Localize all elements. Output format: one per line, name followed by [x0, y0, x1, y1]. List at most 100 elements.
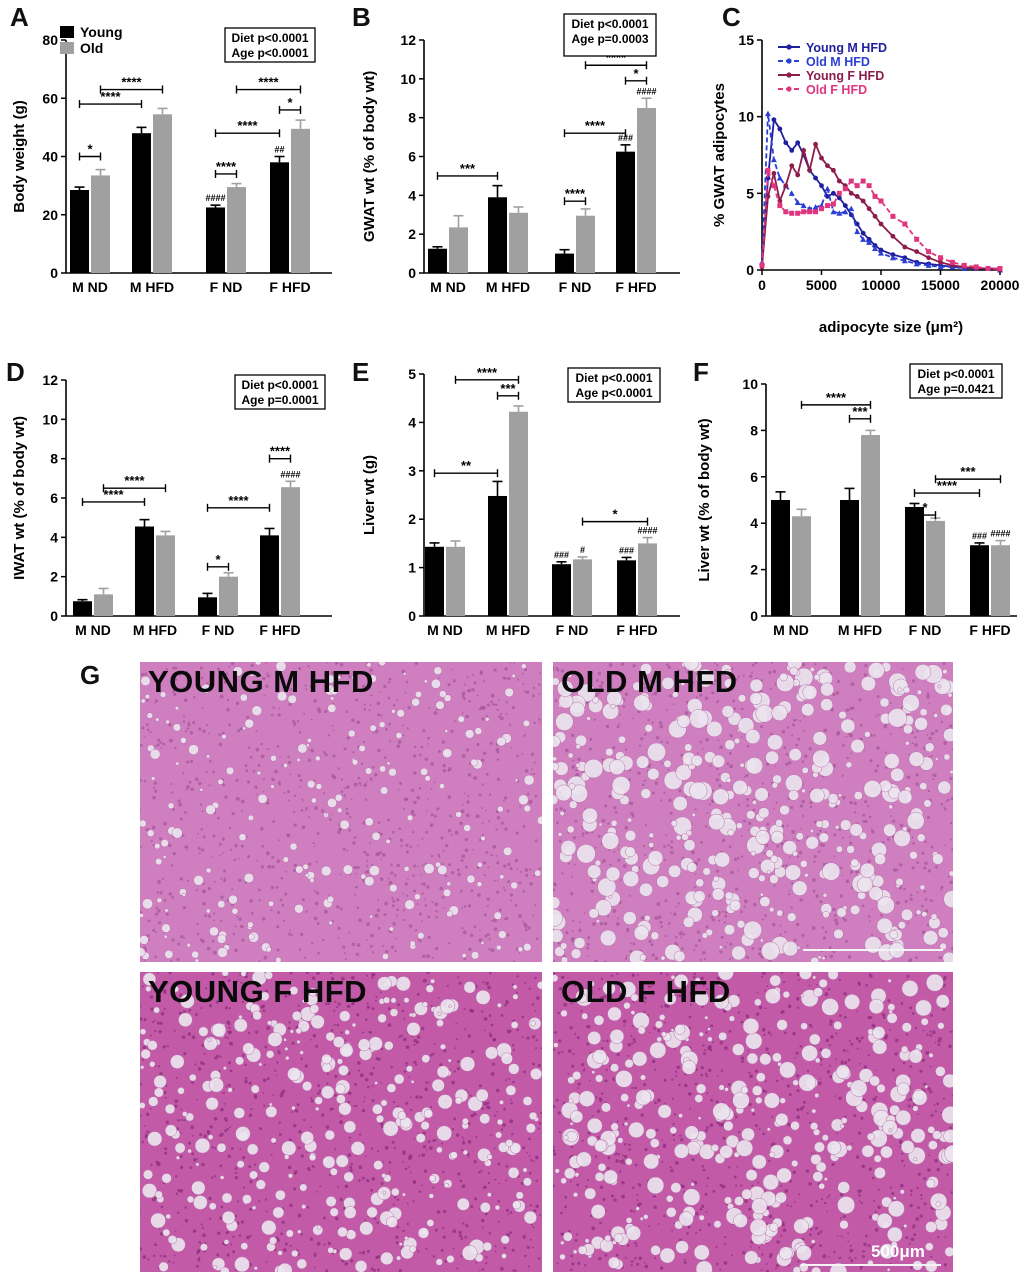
lipid-droplet: [523, 804, 531, 813]
nucleus: [461, 1136, 464, 1138]
nucleus: [638, 1202, 642, 1206]
nucleus: [847, 1050, 849, 1052]
nucleus: [196, 1157, 199, 1160]
lipid-droplet: [160, 839, 169, 848]
nucleus: [287, 760, 292, 765]
nucleus: [871, 908, 873, 910]
nucleus: [689, 991, 694, 996]
lipid-droplet: [187, 1148, 192, 1154]
nucleus: [494, 1250, 497, 1253]
legend-marker: [786, 58, 792, 64]
nucleus: [364, 1078, 369, 1082]
nucleus: [682, 1185, 686, 1189]
lipid-droplet: [287, 1067, 302, 1082]
series-point: [759, 262, 765, 268]
nucleus: [526, 1036, 530, 1040]
nucleus: [283, 791, 286, 794]
nucleus: [533, 1209, 537, 1213]
nucleus: [351, 942, 355, 947]
nucleus: [140, 1005, 142, 1008]
nucleus: [289, 929, 292, 932]
nucleus: [464, 837, 469, 842]
nucleus: [594, 1155, 598, 1158]
nucleus: [348, 829, 352, 832]
lipid-droplet: [570, 948, 582, 959]
lipid-droplet: [537, 815, 542, 825]
nucleus: [487, 1181, 491, 1185]
nucleus: [337, 937, 340, 939]
series-point: [890, 213, 896, 219]
nucleus: [298, 948, 301, 951]
nucleus: [668, 694, 672, 698]
nucleus: [506, 933, 510, 937]
lipid-droplet: [553, 929, 564, 943]
significance-stars: *: [87, 142, 93, 157]
y-tick-label: 0: [408, 265, 416, 281]
nucleus: [366, 922, 370, 927]
nucleus: [219, 694, 224, 699]
nucleus: [284, 1242, 288, 1246]
nucleus: [538, 683, 541, 686]
nucleus: [845, 735, 848, 738]
nucleus: [667, 768, 670, 771]
nucleus: [337, 830, 341, 834]
nucleus: [402, 892, 404, 895]
nucleus: [754, 1069, 759, 1073]
nucleus: [842, 796, 846, 800]
nucleus: [715, 1245, 718, 1249]
lipid-droplet: [161, 1173, 172, 1184]
lipid-droplet: [296, 1258, 308, 1270]
nucleus: [681, 947, 684, 951]
series-point: [860, 178, 866, 184]
nucleus: [282, 919, 286, 922]
nucleus: [923, 1202, 927, 1206]
nucleus: [950, 1030, 953, 1033]
nucleus: [604, 804, 608, 808]
lipid-droplet: [512, 993, 519, 1000]
nucleus: [258, 959, 261, 962]
nucleus: [923, 1177, 927, 1181]
nucleus: [456, 1267, 459, 1270]
nucleus: [388, 677, 392, 681]
nucleus: [764, 1007, 767, 1010]
nucleus: [169, 738, 173, 743]
x-tick-label: M HFD: [133, 622, 177, 638]
series-point: [889, 254, 896, 261]
nucleus: [480, 1218, 485, 1223]
nucleus: [750, 1245, 752, 1248]
y-tick-label: 4: [408, 187, 416, 203]
lipid-droplet: [598, 822, 603, 827]
series-point: [902, 255, 908, 261]
nucleus: [483, 1029, 486, 1032]
lipid-droplet: [864, 731, 871, 738]
chart-panel-c: C 0 5 10 15 0 5000 10000 15000 20000 adipocyte si…: [700, 0, 1020, 340]
lipid-droplet: [242, 1042, 255, 1055]
nucleus: [380, 858, 383, 861]
nucleus: [227, 1022, 231, 1026]
series-point: [866, 239, 873, 245]
nucleus: [830, 1035, 834, 1039]
nucleus: [244, 1076, 248, 1080]
nucleus: [467, 795, 470, 797]
lipid-droplet: [529, 1020, 536, 1027]
nucleus: [743, 775, 747, 778]
nucleus: [560, 669, 565, 673]
nucleus: [721, 838, 726, 843]
nucleus: [450, 833, 453, 836]
lipid-droplet: [194, 1137, 211, 1154]
series-point: [890, 252, 896, 258]
series-point: [878, 250, 884, 256]
nucleus: [177, 1118, 180, 1122]
lipid-droplet: [430, 678, 441, 689]
nucleus: [433, 781, 436, 784]
nucleus: [387, 681, 391, 684]
stats-text: Age p=0.0001: [241, 393, 318, 407]
significance-stars: ****: [216, 159, 237, 174]
nucleus: [346, 849, 349, 852]
nucleus: [262, 676, 266, 681]
nucleus: [701, 1204, 705, 1209]
series-point: [813, 141, 818, 147]
lipid-droplet: [433, 666, 443, 675]
nucleus: [497, 1220, 500, 1223]
nucleus: [392, 904, 395, 907]
